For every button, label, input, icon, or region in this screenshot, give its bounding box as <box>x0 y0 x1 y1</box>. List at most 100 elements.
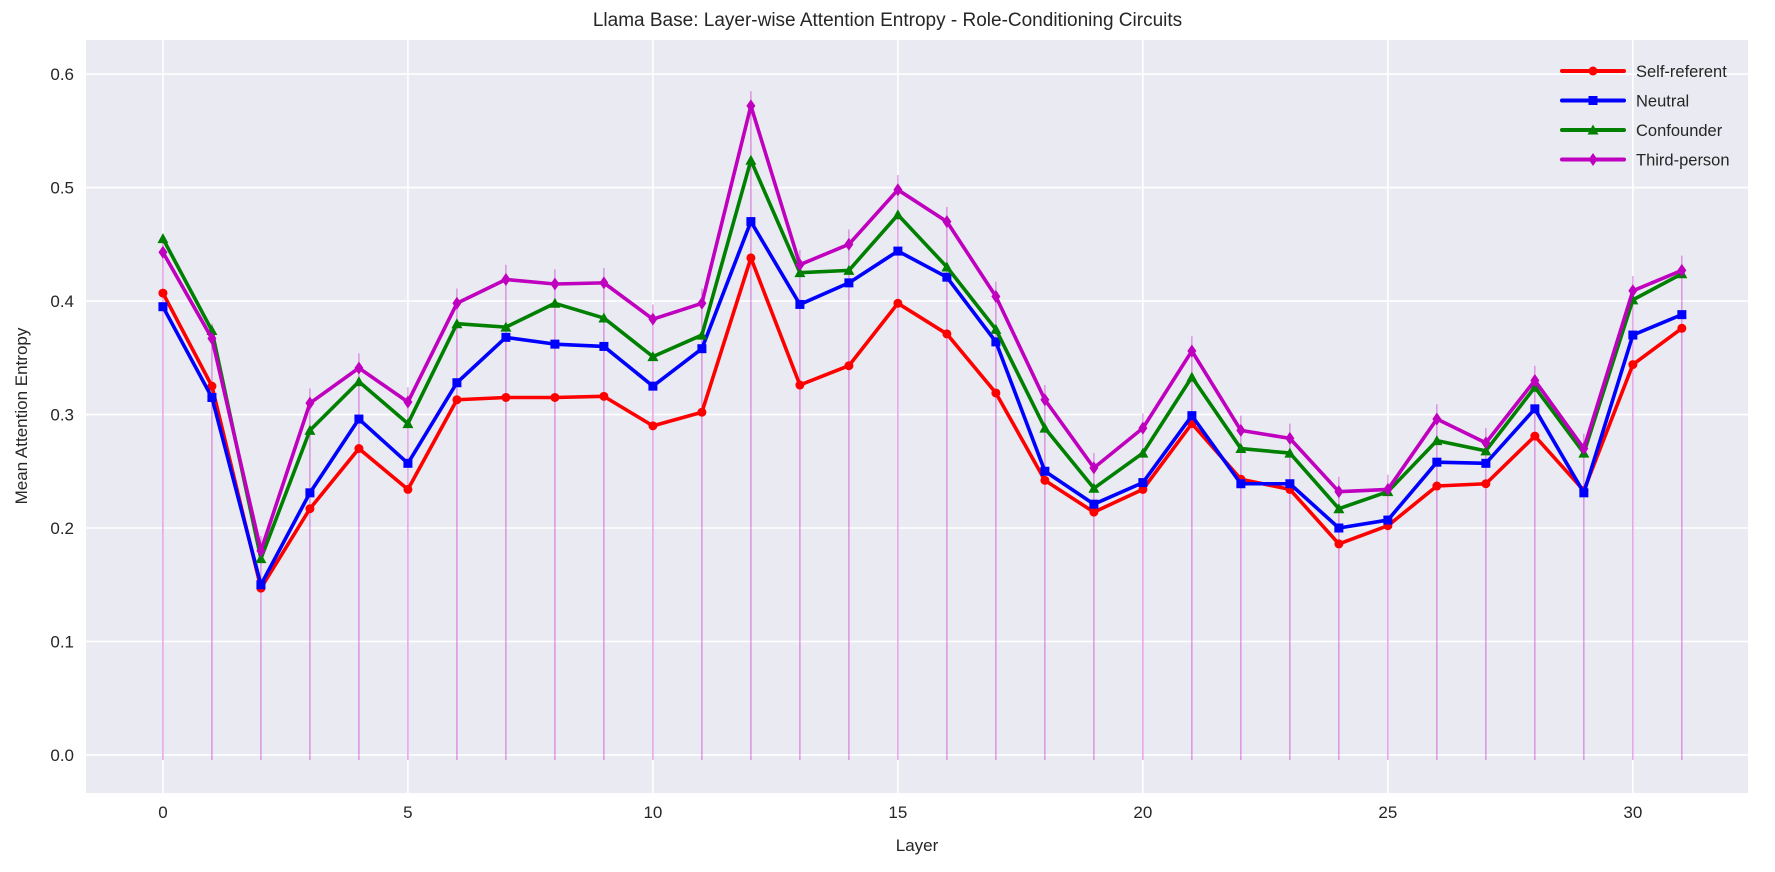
square-marker <box>1138 478 1148 488</box>
circle-marker <box>599 391 609 401</box>
series-third-person <box>158 99 1687 558</box>
circle-marker <box>893 298 903 308</box>
circle-marker <box>697 407 707 417</box>
diamond-marker <box>1334 485 1344 499</box>
diamond-marker <box>1432 412 1442 426</box>
tick-labels: 0 5 10 15 20 25 30 0.0 0.1 0.2 0.3 0.4 0.5 0.6 <box>50 65 1642 822</box>
square-marker <box>1187 411 1197 421</box>
plot-area <box>86 40 1748 793</box>
diamond-marker <box>354 361 364 375</box>
diamond-marker <box>795 258 805 272</box>
square-marker <box>1285 479 1295 489</box>
x-tick-label: 30 <box>1623 803 1642 822</box>
square-marker <box>1530 404 1540 414</box>
triangle-marker <box>1480 445 1492 456</box>
circle-marker <box>354 444 364 454</box>
legend-label: Self-referent <box>1636 63 1727 81</box>
circle-marker <box>305 504 315 514</box>
triangle-marker <box>1587 124 1599 135</box>
diamond-marker <box>1285 431 1295 445</box>
square-marker <box>1628 330 1638 340</box>
diamond-marker <box>1677 263 1687 277</box>
circle-marker <box>942 329 952 339</box>
circle-marker <box>1040 475 1050 485</box>
square-marker <box>991 337 1001 347</box>
x-tick-label: 25 <box>1378 803 1397 822</box>
legend-label: Confounder <box>1636 122 1723 140</box>
triangle-marker <box>402 418 414 429</box>
triangle-marker <box>451 318 463 329</box>
diamond-marker <box>844 237 854 251</box>
y-tick-label: 0.3 <box>50 406 74 425</box>
y-tick-label: 0.5 <box>50 179 74 198</box>
diamond-marker <box>1628 284 1638 298</box>
diamond-marker <box>1481 436 1491 450</box>
triangle-marker <box>1186 371 1198 382</box>
diamond-marker <box>1588 153 1598 166</box>
x-tick-label: 15 <box>888 803 907 822</box>
square-marker <box>1579 488 1589 498</box>
diamond-marker <box>942 215 952 229</box>
triangle-marker <box>794 267 806 278</box>
triangle-marker <box>1431 435 1443 446</box>
grid <box>86 40 1748 793</box>
square-marker <box>697 344 707 354</box>
square-marker <box>844 278 854 288</box>
triangle-marker <box>941 261 953 272</box>
circle-marker <box>1481 479 1491 489</box>
circle-marker <box>1089 507 1099 517</box>
y-tick-label: 0.2 <box>50 519 74 538</box>
diamond-marker <box>1040 393 1050 407</box>
circle-marker <box>550 392 560 402</box>
diamond-marker <box>207 331 217 345</box>
diamond-marker <box>403 395 413 409</box>
triangle-marker <box>647 351 659 362</box>
diamond-marker <box>1089 461 1099 475</box>
x-tick-label: 20 <box>1133 803 1152 822</box>
square-marker <box>1089 499 1099 509</box>
diamond-marker <box>599 276 609 290</box>
circle-marker <box>795 380 805 390</box>
series-line <box>161 219 1684 587</box>
legend-label: Third-person <box>1636 152 1730 170</box>
triangle-marker <box>549 297 561 308</box>
circle-marker <box>648 421 658 431</box>
circle-marker <box>991 388 1001 398</box>
y-tick-label: 0.6 <box>50 65 74 84</box>
square-marker <box>158 302 168 312</box>
triangle-marker <box>696 329 708 340</box>
circle-marker <box>1588 66 1598 76</box>
diamond-marker <box>1383 482 1393 496</box>
circle-marker <box>452 395 462 405</box>
circle-marker <box>501 392 511 402</box>
x-axis-label: Layer <box>895 836 939 855</box>
triangle-marker <box>843 264 855 275</box>
circle-marker <box>207 381 217 391</box>
circle-marker <box>403 484 413 494</box>
triangle-marker <box>1235 443 1247 454</box>
diamond-marker <box>648 312 658 326</box>
circle-marker <box>844 361 854 371</box>
y-tick-label: 0.0 <box>50 746 74 765</box>
triangle-marker <box>500 321 512 332</box>
square-marker <box>354 414 364 424</box>
triangle-marker <box>304 424 316 435</box>
triangle-marker <box>598 312 610 323</box>
series-neutral <box>158 217 1687 590</box>
diamond-marker <box>256 544 266 558</box>
square-marker <box>305 488 315 498</box>
diamond-marker <box>158 245 168 259</box>
square-marker <box>1334 523 1344 533</box>
y-axis-label: Mean Attention Entropy <box>12 327 31 505</box>
diamond-marker <box>1138 421 1148 435</box>
chart-title: Llama Base: Layer-wise Attention Entropy… <box>592 10 1183 31</box>
square-marker <box>942 272 952 282</box>
diamond-marker <box>550 277 560 291</box>
diamond-marker <box>452 296 462 310</box>
x-tick-label: 0 <box>158 803 167 822</box>
y-tick-label: 0.4 <box>50 292 74 311</box>
square-marker <box>452 378 462 388</box>
diamond-marker <box>501 272 511 286</box>
x-tick-label: 10 <box>643 803 662 822</box>
